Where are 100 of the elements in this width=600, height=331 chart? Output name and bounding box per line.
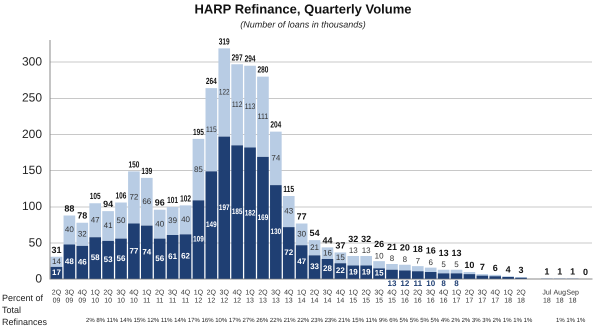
data-label: 16 <box>323 248 332 258</box>
total-label: 264 <box>206 76 218 86</box>
data-label: 19 <box>362 267 372 276</box>
data-label: 74 <box>271 154 281 163</box>
total-label: 3 <box>518 265 524 276</box>
data-label: 50 <box>116 216 126 225</box>
data-label: 22 <box>336 266 346 276</box>
data-label: 13 <box>348 246 358 256</box>
total-label: 31 <box>51 244 62 255</box>
y-tick-label: 200 <box>22 126 42 141</box>
data-label: 58 <box>90 253 100 262</box>
data-label: 122 <box>218 86 230 97</box>
total-label: 150 <box>128 159 140 170</box>
total-label: 115 <box>283 184 295 194</box>
data-label: 19 <box>348 267 358 276</box>
total-label: 1 <box>557 266 562 276</box>
data-label: 15 <box>336 253 346 262</box>
data-label: 6 <box>428 258 434 267</box>
data-label: 40 <box>155 219 165 228</box>
data-label: 47 <box>90 215 100 224</box>
total-label: 44 <box>322 235 332 246</box>
data-label: 21 <box>310 242 320 252</box>
data-label: 33 <box>310 262 320 272</box>
total-label: 16 <box>426 246 436 256</box>
data-label: 112 <box>232 99 242 110</box>
total-label: 10 <box>464 260 474 270</box>
y-tick-label: 300 <box>22 54 42 68</box>
total-label: 6 <box>492 262 498 273</box>
data-label: 13 <box>388 278 397 288</box>
total-label: 297 <box>232 52 244 63</box>
data-label: 56 <box>116 254 126 263</box>
total-label: 102 <box>180 193 192 204</box>
data-label: 30 <box>297 230 307 239</box>
total-label: 105 <box>90 191 102 202</box>
total-label: 319 <box>218 36 230 47</box>
data-label: 13 <box>362 246 372 256</box>
data-label: 43 <box>284 206 294 216</box>
data-label: 10 <box>374 251 384 260</box>
total-label: 32 <box>361 234 372 244</box>
data-label: 111 <box>258 112 268 122</box>
chart-subtitle: (Number of loans in thousands) <box>240 20 366 30</box>
data-label: 47 <box>297 257 307 266</box>
total-label: 1 <box>570 266 576 276</box>
data-label: 15 <box>374 268 384 278</box>
data-label: 8 <box>402 254 408 264</box>
data-label: 14 <box>52 257 62 266</box>
data-label: 62 <box>181 252 191 261</box>
data-label: 8 <box>454 278 460 288</box>
total-label: 94 <box>103 199 114 210</box>
total-label: 195 <box>192 126 204 138</box>
data-label: 7 <box>416 256 421 266</box>
y-tick-label: 100 <box>22 199 42 214</box>
data-label: 12 <box>400 278 410 288</box>
total-label: 21 <box>386 242 397 252</box>
total-label: 139 <box>141 166 153 176</box>
total-label: 280 <box>257 64 269 75</box>
data-label: 32 <box>78 230 88 239</box>
data-label: 17 <box>52 268 62 277</box>
data-label: 5 <box>454 260 460 269</box>
data-label: 53 <box>104 254 114 264</box>
y-tick-label: 0 <box>35 272 42 286</box>
data-label: 39 <box>168 216 178 226</box>
total-label: 204 <box>270 120 282 130</box>
total-label: 106 <box>116 190 127 201</box>
total-label: 96 <box>154 198 165 208</box>
total-label: 20 <box>400 242 410 253</box>
data-label: 48 <box>64 256 74 266</box>
data-label: 74 <box>142 247 152 256</box>
y-tick-label: 150 <box>22 162 42 177</box>
data-label: 40 <box>64 225 74 234</box>
total-label: 13 <box>452 248 462 258</box>
total-label: 37 <box>335 240 346 250</box>
total-label: 26 <box>374 239 384 250</box>
data-label: 130 <box>270 226 282 236</box>
data-label: 40 <box>181 215 191 224</box>
total-label: 54 <box>310 228 320 238</box>
data-label: 149 <box>206 220 217 230</box>
data-label: 61 <box>168 252 178 262</box>
total-label: 32 <box>348 234 358 244</box>
total-label: 13 <box>438 248 449 258</box>
total-label: 7 <box>480 262 485 272</box>
data-label: 56 <box>155 254 165 263</box>
text: Percent of Total Refinances <box>2 293 48 327</box>
data-label: 182 <box>244 208 256 218</box>
total-label: 0 <box>583 267 588 278</box>
y-tick-label: 250 <box>22 90 42 105</box>
data-label: 85 <box>194 164 204 174</box>
y-tick-label: 50 <box>28 235 42 250</box>
total-label: 294 <box>244 54 256 64</box>
data-label: 8 <box>441 278 446 288</box>
data-label: 169 <box>258 212 268 222</box>
total-label: 101 <box>167 194 179 206</box>
data-label: 41 <box>104 221 114 230</box>
data-label: 72 <box>129 192 139 202</box>
chart-title: HARP Refinance, Quarterly Volume <box>194 1 412 16</box>
data-label: 66 <box>142 196 152 206</box>
data-label: 197 <box>218 202 230 212</box>
total-label: 4 <box>506 264 511 274</box>
data-label: 46 <box>78 258 88 267</box>
data-label: 185 <box>232 206 242 216</box>
